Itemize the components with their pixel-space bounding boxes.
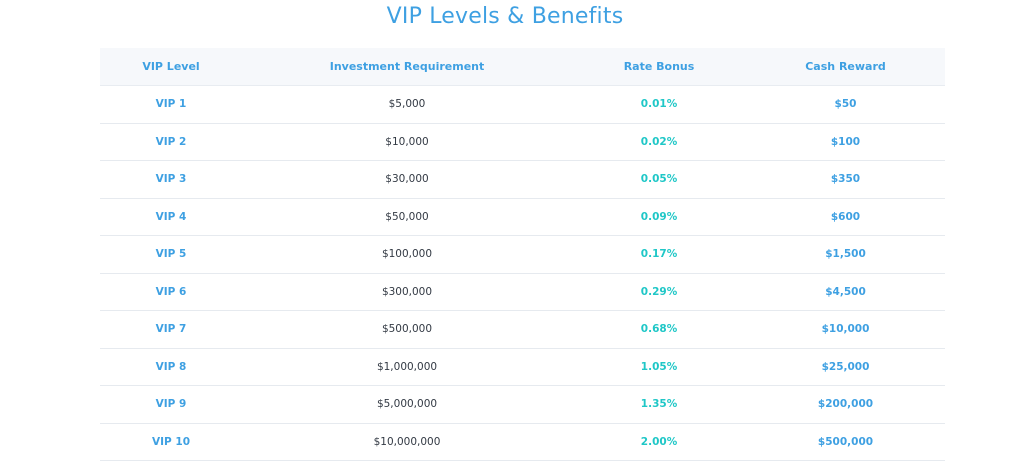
vip-level-cell: VIP 1 xyxy=(100,85,242,124)
rate-bonus-cell: 0.29% xyxy=(572,273,746,311)
rate-bonus-cell: 2.00% xyxy=(572,423,746,461)
table-row: VIP 5 $100,000 0.17% $1,500 xyxy=(100,235,945,274)
header-investment-requirement: Investment Requirement xyxy=(242,48,572,86)
investment-cell: $1,000,000 xyxy=(242,348,572,386)
investment-cell: $10,000,000 xyxy=(242,423,572,461)
rate-bonus-cell: 0.09% xyxy=(572,198,746,236)
vip-level-cell: VIP 6 xyxy=(100,273,242,311)
table-row: VIP 4 $50,000 0.09% $600 xyxy=(100,198,945,236)
vip-level-cell: VIP 7 xyxy=(100,310,242,349)
rate-bonus-cell: 1.35% xyxy=(572,385,746,424)
vip-level-cell: VIP 3 xyxy=(100,160,242,199)
rate-bonus-cell: 0.01% xyxy=(572,85,746,124)
cash-reward-cell: $50 xyxy=(746,85,945,124)
investment-cell: $100,000 xyxy=(242,235,572,274)
table-row: VIP 10 $10,000,000 2.00% $500,000 xyxy=(100,423,945,461)
vip-levels-table-container: VIP Level Investment Requirement Rate Bo… xyxy=(100,48,945,461)
rate-bonus-cell: 0.05% xyxy=(572,160,746,199)
cash-reward-cell: $350 xyxy=(746,160,945,199)
cash-reward-cell: $500,000 xyxy=(746,423,945,461)
investment-cell: $10,000 xyxy=(242,123,572,161)
vip-levels-table: VIP Level Investment Requirement Rate Bo… xyxy=(100,48,945,461)
table-row: VIP 3 $30,000 0.05% $350 xyxy=(100,160,945,199)
table-header: VIP Level Investment Requirement Rate Bo… xyxy=(100,48,945,86)
vip-level-cell: VIP 5 xyxy=(100,235,242,274)
investment-cell: $5,000,000 xyxy=(242,385,572,424)
vip-level-cell: VIP 9 xyxy=(100,385,242,424)
header-vip-level: VIP Level xyxy=(100,48,242,86)
cash-reward-cell: $100 xyxy=(746,123,945,161)
cash-reward-cell: $10,000 xyxy=(746,310,945,349)
rate-bonus-cell: 0.68% xyxy=(572,310,746,349)
table-body: VIP 1 $5,000 0.01% $50 VIP 2 $10,000 0.0… xyxy=(100,85,945,461)
cash-reward-cell: $200,000 xyxy=(746,385,945,424)
cash-reward-cell: $600 xyxy=(746,198,945,236)
table-header-row: VIP Level Investment Requirement Rate Bo… xyxy=(100,48,945,86)
cash-reward-cell: $1,500 xyxy=(746,235,945,274)
investment-cell: $50,000 xyxy=(242,198,572,236)
table-row: VIP 6 $300,000 0.29% $4,500 xyxy=(100,273,945,311)
investment-cell: $5,000 xyxy=(242,85,572,124)
rate-bonus-cell: 0.17% xyxy=(572,235,746,274)
header-cash-reward: Cash Reward xyxy=(746,48,945,86)
cash-reward-cell: $4,500 xyxy=(746,273,945,311)
table-row: VIP 7 $500,000 0.68% $10,000 xyxy=(100,310,945,349)
table-row: VIP 9 $5,000,000 1.35% $200,000 xyxy=(100,385,945,424)
table-row: VIP 1 $5,000 0.01% $50 xyxy=(100,85,945,124)
investment-cell: $30,000 xyxy=(242,160,572,199)
vip-level-cell: VIP 8 xyxy=(100,348,242,386)
header-rate-bonus: Rate Bonus xyxy=(572,48,746,86)
vip-level-cell: VIP 2 xyxy=(100,123,242,161)
rate-bonus-cell: 1.05% xyxy=(572,348,746,386)
table-row: VIP 2 $10,000 0.02% $100 xyxy=(100,123,945,161)
table-row: VIP 8 $1,000,000 1.05% $25,000 xyxy=(100,348,945,386)
rate-bonus-cell: 0.02% xyxy=(572,123,746,161)
investment-cell: $500,000 xyxy=(242,310,572,349)
vip-level-cell: VIP 10 xyxy=(100,423,242,461)
vip-level-cell: VIP 4 xyxy=(100,198,242,236)
investment-cell: $300,000 xyxy=(242,273,572,311)
cash-reward-cell: $25,000 xyxy=(746,348,945,386)
page-title: VIP Levels & Benefits xyxy=(386,4,624,29)
